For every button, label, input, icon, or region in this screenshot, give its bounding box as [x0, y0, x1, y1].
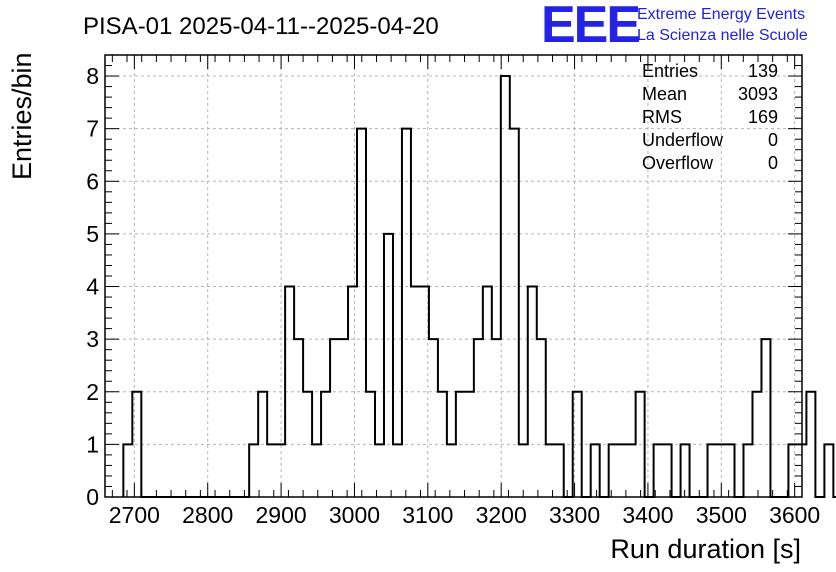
eee-logo: EEE Extreme Energy Events La Scienza nel… [541, 0, 808, 54]
y-axis-title: Entries/bin [7, 52, 37, 180]
stats-value: 139 [748, 61, 778, 81]
y-tick-label: 0 [86, 484, 99, 510]
stats-label: Mean [642, 84, 687, 104]
stats-value: 3093 [738, 84, 778, 104]
eee-logo-text: EEE [541, 0, 639, 54]
stats-value: 169 [748, 107, 778, 127]
x-tick-label: 3600 [769, 502, 820, 528]
chart-title: PISA-01 2025-04-11--2025-04-20 [83, 13, 439, 40]
y-tick-label: 2 [86, 379, 99, 405]
x-axis-title: Run duration [s] [610, 534, 801, 564]
eee-logo-line2: La Scienza nelle Scuole [637, 27, 808, 44]
stats-label: Overflow [642, 153, 714, 173]
x-tick-label: 3400 [622, 502, 673, 528]
x-tick-label: 3200 [476, 502, 527, 528]
y-tick-label: 6 [86, 168, 99, 194]
y-tick-label: 7 [86, 116, 99, 142]
y-tick-label: 3 [86, 326, 99, 352]
x-tick-label: 3500 [696, 502, 747, 528]
stats-label: Entries [642, 61, 698, 81]
stats-label: Underflow [642, 130, 724, 150]
y-tick-label: 5 [86, 221, 99, 247]
x-tick-label: 3300 [549, 502, 600, 528]
stats-box: Entries 139 Mean 3093 RMS 169 Underflow 0 Overfl… [642, 61, 778, 173]
eee-logo-line1: Extreme Energy Events [637, 6, 805, 23]
x-tick-label: 2900 [255, 502, 306, 528]
stats-value: 0 [768, 153, 778, 173]
stats-value: 0 [768, 130, 778, 150]
y-tick-label: 8 [86, 63, 99, 89]
y-tick-label: 4 [86, 274, 99, 300]
x-tick-label: 2700 [109, 502, 160, 528]
histogram-series [122, 75, 836, 498]
y-tick-label: 1 [86, 431, 99, 457]
x-tick-label: 2800 [182, 502, 233, 528]
x-tick-label: 3000 [329, 502, 380, 528]
y-tick-labels: 0 1 2 3 4 5 6 7 8 [86, 63, 99, 510]
stats-label: RMS [642, 107, 682, 127]
tick-layer [105, 55, 802, 498]
x-tick-labels: 2700 2800 2900 3000 3100 3200 3300 3400 3500 3600 [109, 502, 820, 528]
x-tick-label: 3100 [402, 502, 453, 528]
